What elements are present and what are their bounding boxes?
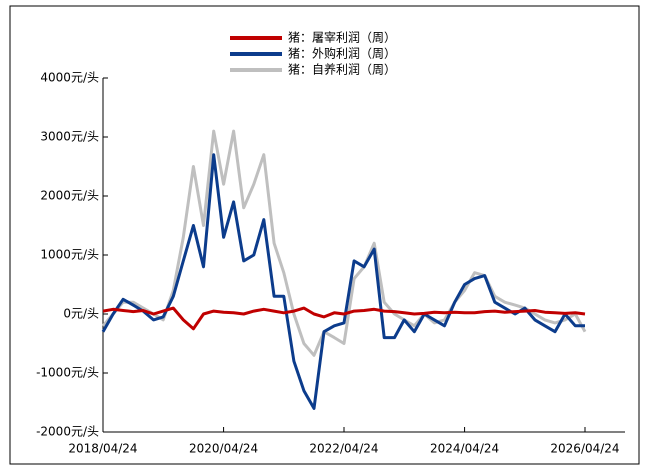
x-tick-label: 2024/04/24 <box>430 442 499 456</box>
x-tick-label: 2018/04/24 <box>68 442 137 456</box>
legend-label: 猪：屠宰利润（周） <box>288 30 396 45</box>
y-tick-label: -1000元/头 <box>36 366 99 380</box>
y-tick-label: 4000元/头 <box>40 71 99 85</box>
y-tick-label: 1000元/头 <box>40 248 99 262</box>
y-tick-label: 2000元/头 <box>40 189 99 203</box>
y-tick-label: -2000元/头 <box>36 425 99 439</box>
y-tick-label: 3000元/头 <box>40 130 99 144</box>
x-tick-label: 2020/04/24 <box>189 442 258 456</box>
y-tick-label: 0元/头 <box>63 307 99 321</box>
series-line <box>101 129 587 357</box>
series-line <box>101 153 585 410</box>
legend-label: 猪：外购利润（周） <box>288 46 396 61</box>
x-tick-label: 2026/04/24 <box>550 442 619 456</box>
frame <box>9 5 640 465</box>
x-tick-label: 2022/04/24 <box>309 442 378 456</box>
series-line <box>102 306 586 331</box>
legend-label: 猪：自养利润（周） <box>288 62 396 77</box>
